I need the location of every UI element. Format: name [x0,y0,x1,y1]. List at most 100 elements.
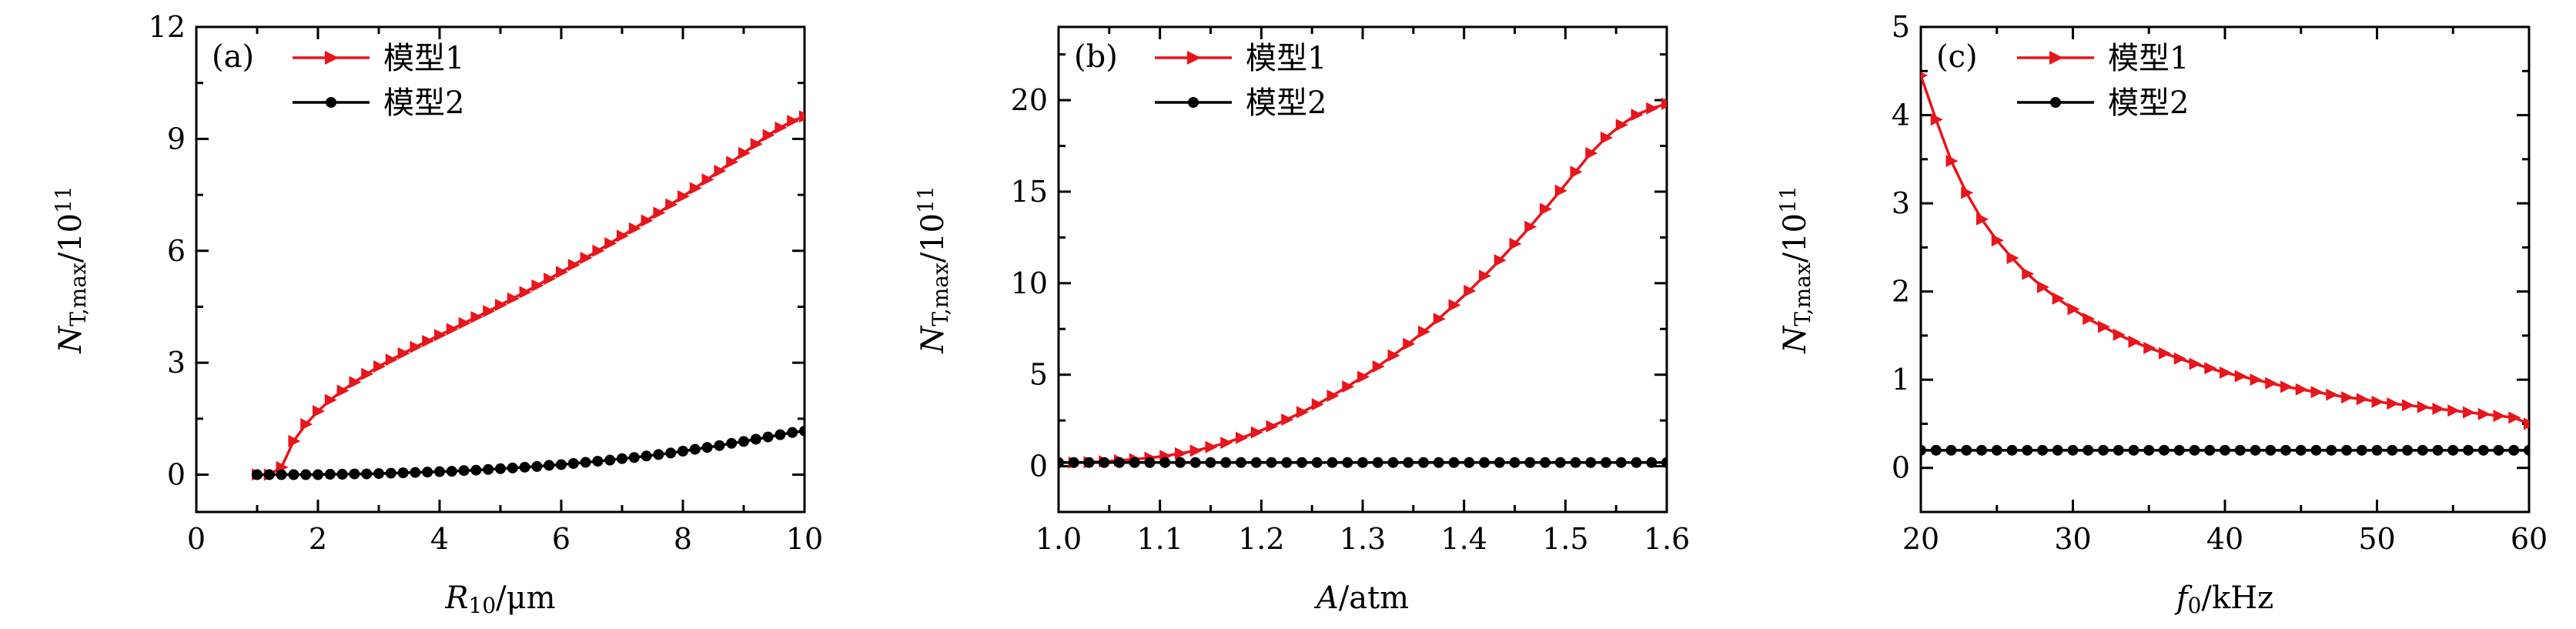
data-point [2447,404,2461,417]
data-point [714,440,725,451]
data-point [1311,398,1324,411]
data-point [1464,457,1475,468]
data-point [2250,373,2263,386]
data-point [641,214,654,227]
data-point [1175,457,1186,468]
data-point [2189,357,2202,370]
data-point [1464,284,1477,297]
data-point [1281,413,1294,426]
data-point [2477,407,2491,420]
plot-frame [1057,25,1668,514]
data-point [324,393,337,407]
panel-label: (c) [1936,39,1978,75]
data-point [2432,444,2444,456]
data-point [701,442,713,453]
x-tick-label: 10 [786,522,823,556]
data-point [2326,388,2339,401]
data-point [2052,292,2065,305]
x-axis-title: A/atm [1313,580,1409,616]
data-point [2387,397,2400,410]
data-point [410,467,421,478]
y-tick-label: 0 [1029,450,1048,483]
data-point [2463,444,2474,456]
data-point [750,138,763,151]
data-point [1266,420,1279,433]
data-point [483,463,494,475]
data-point [300,418,313,431]
data-point [2326,444,2337,456]
data-point [1448,299,1461,312]
data-point [422,467,433,478]
y-tick-label: 6 [167,234,186,268]
chart-panel: 20 30 40 50 60 0 1 2 3 4 5 f0/kHz NT,max/1011 (c) 模型1 模… [1775,10,2548,618]
legend-marker [2050,97,2061,108]
y-tick-label: 4 [1892,99,1910,132]
data-point [738,146,751,159]
legend-label: 模型1 [2108,41,2189,76]
data-point [397,347,410,360]
y-tick-label: 1 [1892,363,1910,396]
data-point [373,468,384,480]
data-point [1083,457,1095,468]
series-line [257,430,805,477]
data-point [701,173,714,186]
data-point [446,323,459,336]
data-point [470,464,482,476]
x-tick-label: 30 [2054,522,2091,556]
data-point [592,244,605,257]
data-point [689,182,702,195]
data-point [2280,380,2293,393]
data-point [1615,457,1627,468]
y-tick-label: 3 [167,346,186,380]
data-point [2098,320,2110,333]
data-point [2037,280,2049,293]
data-point [507,462,518,473]
data-point [1059,457,1064,468]
data-point [567,259,580,272]
data-point [2006,444,2018,456]
data-point [799,110,805,123]
data-point [1387,457,1399,468]
x-tick-label: 1.4 [1440,522,1487,556]
data-point [2113,328,2126,341]
data-point [1930,113,1943,126]
x-tick-label: 4 [430,522,449,556]
data-point [1433,313,1446,326]
data-point [531,460,543,472]
data-point [2143,341,2156,354]
data-point [385,353,398,366]
data-point [1615,119,1628,132]
data-point [1661,457,1667,468]
data-point [592,456,604,467]
data-point [2173,444,2185,456]
data-point [2006,252,2019,265]
data-point [750,433,761,445]
data-point [1175,447,1187,460]
data-point [483,305,496,318]
data-point [2310,444,2322,456]
data-point [2432,402,2445,415]
data-point [1524,457,1536,468]
data-point [544,460,555,471]
legend-label: 模型2 [2108,85,2189,121]
data-point [1509,237,1522,250]
y-tick-label: 12 [149,10,186,44]
data-point [1961,186,1974,199]
data-point [1099,457,1110,468]
data-point [556,459,567,470]
data-point [349,376,362,389]
data-point [2295,383,2308,396]
data-point [1205,457,1216,468]
data-point [2113,444,2124,456]
y-tick-label: 3 [1892,186,1910,220]
legend-marker [326,97,336,108]
data-point [628,222,641,235]
data-point [276,469,287,480]
data-point [787,115,800,128]
legend-marker [1187,51,1201,65]
data-point [2295,444,2307,456]
data-point [1205,440,1218,453]
x-tick-label: 1.2 [1238,522,1284,556]
data-point [1220,437,1233,450]
